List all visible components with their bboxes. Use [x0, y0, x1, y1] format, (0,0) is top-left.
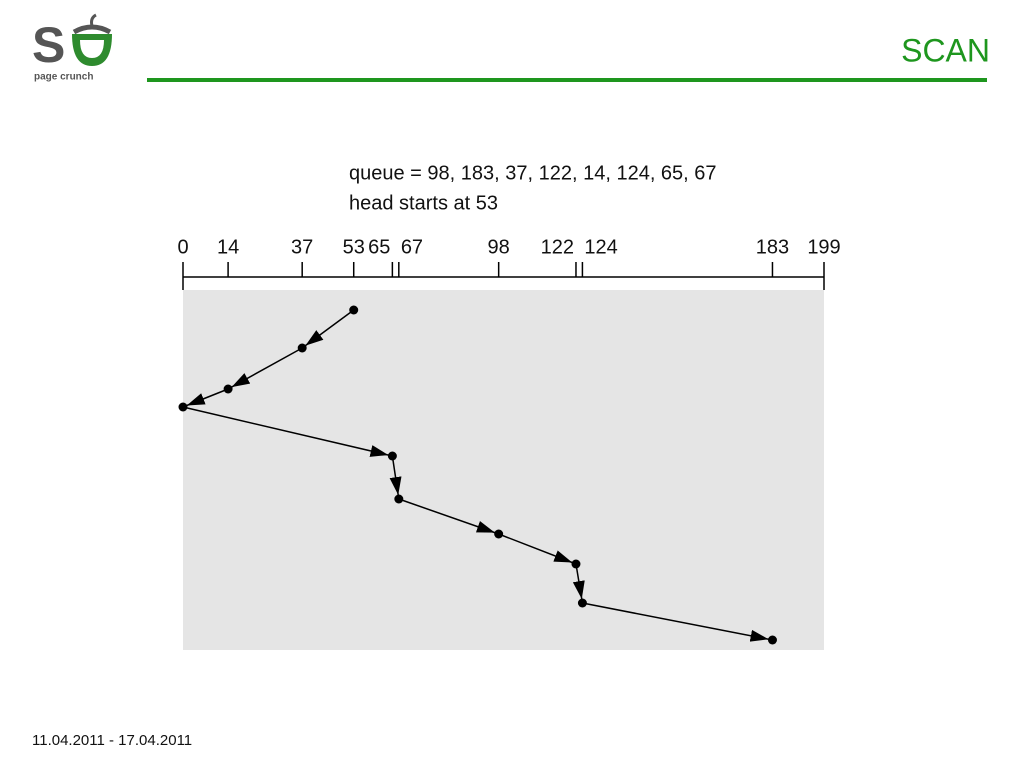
- axis-tick-label: 53: [343, 236, 365, 258]
- head-move: [227, 347, 303, 390]
- head-position: [178, 402, 188, 412]
- axis-tick-label: 124: [584, 236, 617, 258]
- slide-title: SCAN: [901, 32, 990, 68]
- diagram: 0 14 37 53 65 67 98 122 124 183 199: [177, 236, 841, 645]
- logo-mark: S: [32, 17, 65, 73]
- axis-tick-label: 183: [756, 236, 789, 258]
- head-move: [498, 533, 577, 565]
- head-move: [182, 406, 393, 457]
- logo: S page crunch: [32, 13, 112, 83]
- axis-tick-label: 98: [488, 236, 510, 258]
- axis-tick-label: 0: [177, 236, 188, 258]
- caption-line: queue = 98, 183, 37, 122, 14, 124, 65, 6…: [349, 162, 717, 184]
- head-position: [577, 598, 587, 608]
- head-position: [767, 635, 777, 645]
- head-position: [394, 494, 404, 504]
- logo-text: page crunch: [34, 72, 93, 83]
- head-move: [398, 498, 499, 535]
- axis-tick-label: 37: [291, 236, 313, 258]
- head-move: [182, 388, 229, 408]
- footer-date: 11.04.2011 - 17.04.2011: [32, 732, 192, 749]
- head-position: [571, 559, 581, 569]
- logo-stem: [90, 13, 97, 27]
- head-position: [349, 305, 359, 315]
- head-position: [297, 343, 307, 353]
- axis-tick-label: 65: [368, 236, 390, 258]
- head-move: [389, 455, 402, 500]
- axis-tick-label: 122: [541, 236, 574, 258]
- head-position: [387, 451, 397, 461]
- plot-area: [183, 290, 824, 650]
- caption-line: head starts at 53: [349, 192, 498, 214]
- logo-cap: [72, 24, 112, 35]
- axis-tick-label: 67: [401, 236, 423, 258]
- head-position: [223, 384, 233, 394]
- axis-tick-label: 14: [217, 236, 239, 258]
- head-move: [572, 563, 585, 604]
- head-move: [582, 602, 773, 642]
- logo-acorn-inner: [80, 40, 104, 58]
- head-move: [301, 309, 355, 349]
- axis-tick-label: 199: [807, 236, 840, 258]
- head-position: [494, 529, 504, 539]
